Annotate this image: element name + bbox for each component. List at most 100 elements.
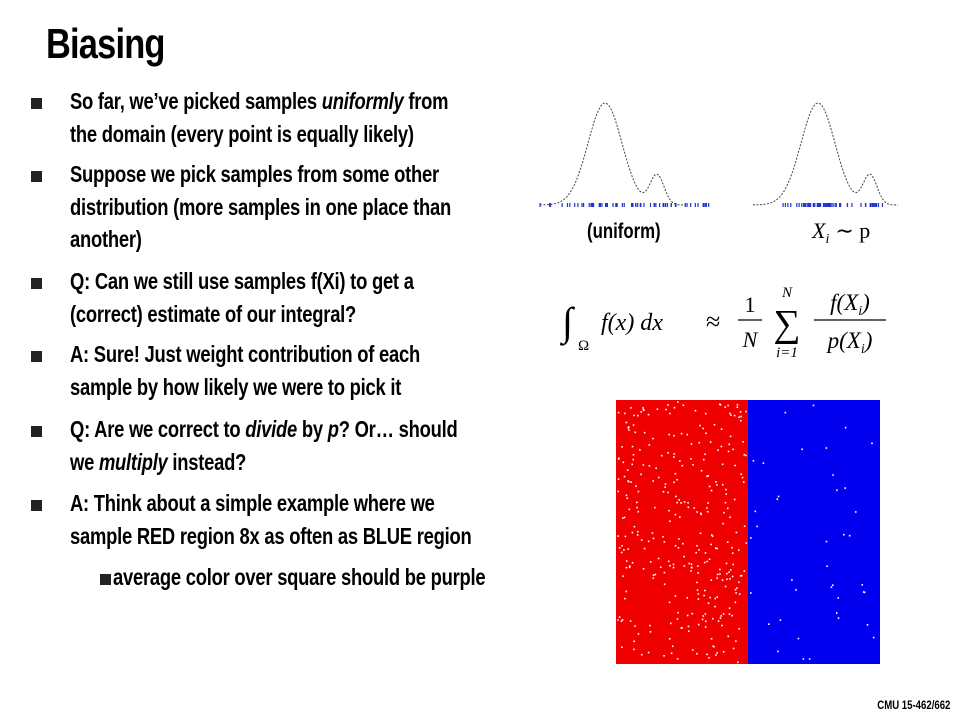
bullet-marker <box>100 574 111 585</box>
sample-dot <box>676 501 678 504</box>
sample-dot <box>731 575 734 578</box>
sample-dot <box>672 566 675 569</box>
sample-dot <box>627 427 630 429</box>
sample-dot <box>631 463 634 466</box>
sample-dot <box>637 510 640 513</box>
sample-dot <box>686 597 689 599</box>
bullet-line: sample by how likely we were to pick it <box>70 374 401 401</box>
sample-dot <box>704 412 707 415</box>
sample-dot <box>704 453 706 456</box>
sample-dot <box>733 498 736 501</box>
sample-dot <box>703 594 705 597</box>
text-run: A: Think about a simple example where we <box>70 490 435 516</box>
sample-dot <box>688 562 691 565</box>
sample-dot <box>738 581 740 584</box>
sample-dot <box>662 535 664 538</box>
sample-dot <box>732 563 734 566</box>
sample-dot <box>660 566 662 569</box>
frac-den: N <box>742 327 759 352</box>
sample-dot <box>623 549 625 551</box>
sample-dot <box>710 489 713 492</box>
sample-dot <box>682 542 684 545</box>
sample-dot <box>720 428 723 430</box>
sample-dot <box>791 579 793 581</box>
sample-dot <box>726 572 728 575</box>
sample-dot <box>674 472 677 475</box>
sample-dot <box>702 458 705 461</box>
sample-dot <box>735 640 737 643</box>
sample-dot <box>727 404 729 407</box>
sample-dot <box>669 412 671 415</box>
sample-dot <box>697 598 700 600</box>
sample-dot <box>700 513 703 516</box>
sample-dot <box>667 404 669 406</box>
sample-dot <box>674 544 677 547</box>
sample-dot <box>695 551 697 554</box>
sample-dot <box>844 426 847 429</box>
sample-dot <box>652 480 654 482</box>
bullet-line: another) <box>70 226 142 253</box>
sample-dot <box>683 555 685 558</box>
bullet-line: we multiply instead? <box>70 449 246 476</box>
sample-dot <box>808 658 811 660</box>
sample-dot <box>702 427 704 430</box>
bullet-line: average color over square should be purp… <box>113 564 486 591</box>
sample-dot <box>696 511 698 513</box>
bullet-marker <box>31 426 42 437</box>
text-run: A: Sure! Just weight contribution of eac… <box>70 341 420 367</box>
sample-dot <box>714 597 717 600</box>
sample-dot <box>741 476 744 479</box>
sample-dot <box>640 653 643 656</box>
sample-dot <box>725 562 728 565</box>
sample-dot <box>627 426 630 428</box>
sample-dot <box>704 589 706 592</box>
sample-dot <box>729 435 732 438</box>
sample-dot <box>632 458 635 461</box>
text-run: Suppose we pick samples from some other <box>70 161 439 187</box>
sample-dot <box>740 419 742 422</box>
sample-dot <box>825 540 828 543</box>
density-curve <box>753 102 898 206</box>
sample-dot <box>648 465 651 467</box>
sample-dot <box>708 558 711 561</box>
sample-dot <box>706 507 708 509</box>
sample-dot <box>664 483 667 485</box>
sample-dot <box>756 525 758 528</box>
sample-dot <box>618 616 621 618</box>
sample-dot <box>728 607 731 609</box>
sample-dot <box>740 473 742 475</box>
sample-dot <box>628 566 631 569</box>
sample-dot <box>745 454 747 457</box>
sample-dot <box>674 595 677 597</box>
sample-dot <box>725 493 728 495</box>
domain: Ω <box>578 338 589 354</box>
sample-dot <box>854 511 857 513</box>
sample-dot <box>745 410 747 413</box>
sample-dot <box>826 565 828 568</box>
sample-dot <box>716 596 718 598</box>
sample-dot <box>731 546 733 549</box>
sample-dot <box>728 613 731 615</box>
sample-dot <box>706 475 708 478</box>
sample-dot <box>652 574 655 576</box>
slide-title: Biasing <box>46 20 165 67</box>
sample-dot <box>627 480 629 482</box>
sample-dot <box>634 625 636 627</box>
sample-dot <box>668 509 670 512</box>
sample-dot <box>663 654 665 657</box>
uniform-label: (uniform) <box>587 220 661 243</box>
sample-dot <box>630 407 632 409</box>
bullet-line: (correct) estimate of our integral? <box>70 301 356 328</box>
sample-dot <box>837 617 840 619</box>
xi-sub: i <box>825 232 829 247</box>
sample-dot <box>690 563 693 566</box>
bullet-line: distribution (more samples in one place … <box>70 194 451 221</box>
sample-dot <box>629 620 632 622</box>
text-run: from <box>403 88 449 114</box>
bullet-line: Q: Are we correct to divide by p? Or… sh… <box>70 416 458 443</box>
text-run: ? Or… should <box>338 416 458 442</box>
sample-dot <box>698 441 701 444</box>
sample-dot <box>720 445 723 448</box>
sample-dot <box>639 449 641 451</box>
